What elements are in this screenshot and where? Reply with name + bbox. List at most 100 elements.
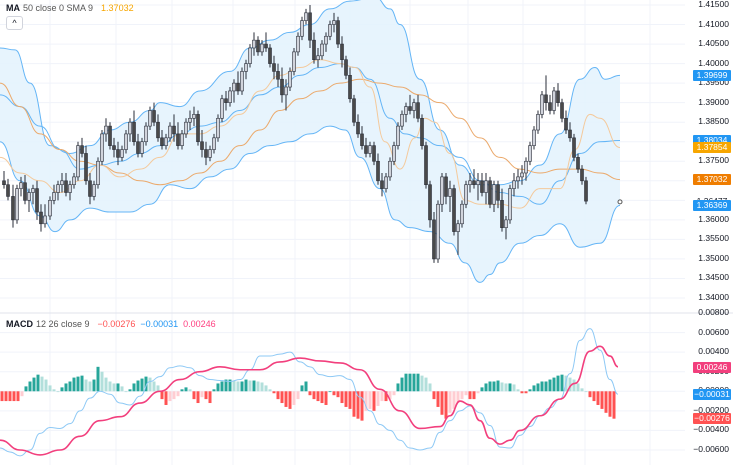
candle[interactable] [216,114,220,142]
candle[interactable] [288,67,292,91]
candle[interactable] [492,180,496,213]
candle[interactable] [420,114,424,150]
candle[interactable] [6,178,10,201]
candle[interactable] [440,172,444,213]
candle[interactable] [580,165,584,185]
candle[interactable] [412,98,416,119]
candle[interactable] [332,12,336,33]
candle[interactable] [52,184,56,205]
candle[interactable] [360,126,364,150]
candle[interactable] [428,180,432,228]
candle[interactable] [60,172,64,193]
candle[interactable] [488,176,492,209]
candle[interactable] [552,87,556,115]
candle[interactable] [240,67,244,95]
candle[interactable] [232,79,236,103]
candle[interactable] [312,32,316,64]
candle[interactable] [448,180,452,213]
candle[interactable] [348,67,352,103]
candle[interactable] [508,184,512,224]
candle[interactable] [444,172,448,205]
candle[interactable] [392,141,396,166]
candle[interactable] [156,114,160,142]
candle[interactable] [536,110,540,134]
price-pane[interactable] [0,0,623,283]
candle[interactable] [404,102,408,123]
candle[interactable] [192,106,196,127]
candle[interactable] [188,110,192,131]
candle[interactable] [228,87,232,107]
candle[interactable] [92,180,96,201]
candle[interactable] [236,71,240,95]
candle[interactable] [220,94,224,123]
candle[interactable] [252,32,256,56]
candle[interactable] [456,219,460,256]
candle[interactable] [184,118,188,138]
candle[interactable] [76,141,80,181]
candle[interactable] [460,200,464,228]
candle[interactable] [452,184,456,236]
candle[interactable] [324,32,328,52]
candle[interactable] [2,171,6,189]
candle[interactable] [256,36,260,56]
candle[interactable] [544,75,548,111]
candle[interactable] [308,5,312,48]
candle[interactable] [368,141,372,158]
candle[interactable] [484,172,488,205]
macd-pane[interactable] [0,328,619,457]
candle[interactable] [432,212,436,263]
candle[interactable] [204,141,208,166]
candle[interactable] [280,67,284,103]
candle[interactable] [516,169,520,189]
collapse-legend-button[interactable]: ^ [6,16,23,30]
candle[interactable] [528,141,532,166]
candle[interactable] [524,157,528,181]
candle[interactable] [264,32,268,52]
candle[interactable] [152,102,156,127]
candle[interactable] [108,122,112,150]
candle[interactable] [408,94,412,115]
candle[interactable] [356,114,360,138]
candle[interactable] [208,145,212,162]
candle[interactable] [19,176,23,197]
candle[interactable] [584,176,588,205]
candle[interactable] [132,110,136,146]
candle[interactable] [336,16,340,48]
candle[interactable] [400,110,404,131]
candle[interactable] [384,172,388,193]
candle[interactable] [200,130,204,158]
candle[interactable] [284,79,288,111]
candle[interactable] [56,180,60,201]
candle[interactable] [352,94,356,127]
candle[interactable] [292,47,296,76]
candle[interactable] [136,133,140,158]
candle[interactable] [124,130,128,154]
candle[interactable] [23,174,27,205]
candle[interactable] [100,130,104,166]
candle[interactable] [84,145,88,185]
candle[interactable] [272,55,276,80]
candle[interactable] [80,137,84,158]
candle[interactable] [27,188,31,213]
candle[interactable] [224,90,228,111]
candle[interactable] [68,180,72,201]
candle[interactable] [576,153,580,173]
candle[interactable] [112,137,116,158]
candle[interactable] [556,83,560,107]
candle[interactable] [260,40,264,56]
candle[interactable] [128,118,132,142]
candle[interactable] [116,141,120,166]
candle[interactable] [564,110,568,134]
candle[interactable] [344,55,348,80]
candle[interactable] [196,110,200,146]
candle[interactable] [35,180,39,220]
candle[interactable] [316,47,320,68]
candle[interactable] [140,137,144,158]
candle[interactable] [96,157,100,189]
candle[interactable] [568,122,572,142]
candle[interactable] [300,16,304,41]
candle[interactable] [43,204,47,228]
candle[interactable] [172,114,176,142]
candle[interactable] [248,44,252,68]
